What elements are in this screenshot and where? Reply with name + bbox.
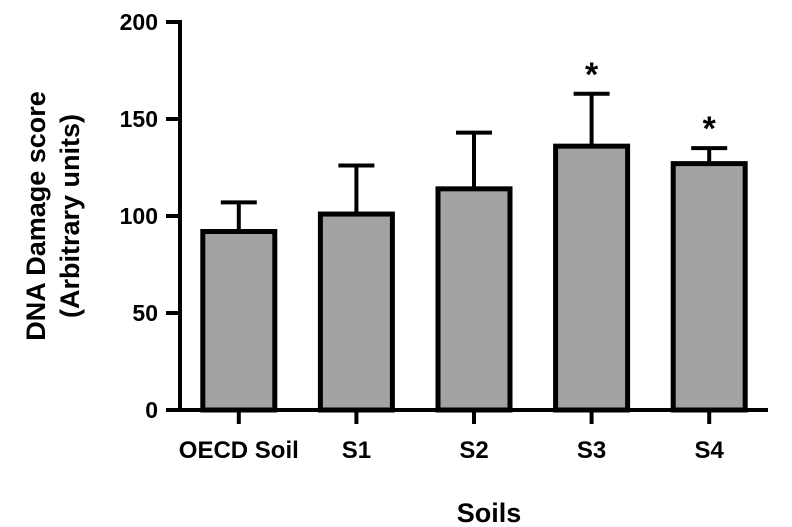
y-tick-label-0: 0 <box>145 397 158 423</box>
bar-3 <box>553 143 631 413</box>
x-tick-label-2: S2 <box>459 437 488 464</box>
y-axis-title-line-1: DNA Damage score <box>21 91 51 341</box>
y-tick-label-2: 100 <box>120 203 158 229</box>
y-tick-label-1: 50 <box>132 300 158 326</box>
x-tick-label-0: OECD Soil <box>179 437 299 464</box>
annotations-group: ** <box>585 56 717 148</box>
y-axis-title-line-2: (Arbitrary units) <box>55 114 85 318</box>
x-tick-label-4: S4 <box>695 437 725 464</box>
y-axis: 0 50 100 150 200 <box>120 9 182 423</box>
bar-0 <box>200 229 278 413</box>
significance-marker-4: * <box>703 110 717 148</box>
x-tick-label-1: S1 <box>342 437 371 464</box>
x-axis: OECD Soil S1 S2 S3 S4 <box>178 408 768 464</box>
bar-1 <box>317 211 395 413</box>
bar-4 <box>670 161 748 413</box>
significance-marker-3: * <box>585 56 599 94</box>
bar-2 <box>435 186 513 413</box>
y-tick-label-4: 200 <box>120 9 158 35</box>
error-bars-group <box>220 91 728 232</box>
x-tick-label-3: S3 <box>577 437 606 464</box>
y-tick-label-3: 150 <box>120 106 158 132</box>
x-axis-title: Soils <box>457 498 522 527</box>
